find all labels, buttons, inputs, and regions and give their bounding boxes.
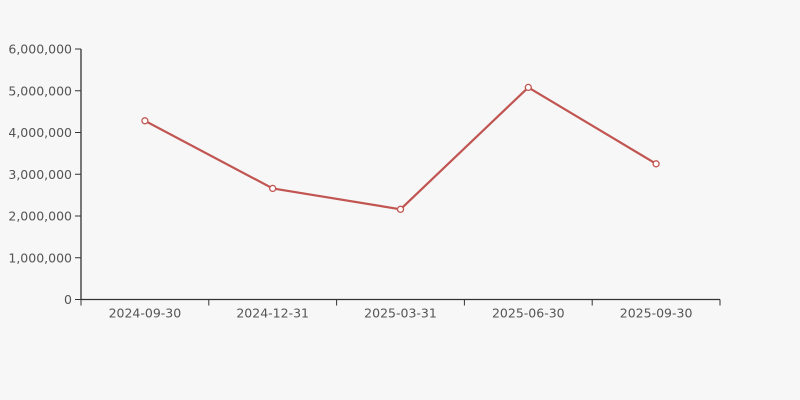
y-axis-tick-label: 5,000,000 (8, 83, 72, 98)
data-point-marker (141, 117, 149, 125)
y-axis-tick-label: 0 (64, 292, 72, 307)
data-point-marker (652, 160, 660, 168)
x-axis-tick-label: 2025-06-30 (492, 306, 565, 321)
data-point-marker (396, 205, 405, 213)
y-axis-tick-label: 6,000,000 (8, 42, 72, 57)
y-axis-tick-label: 1,000,000 (8, 250, 72, 265)
series-line (143, 86, 658, 211)
y-axis-tick-label: 4,000,000 (8, 125, 72, 140)
x-axis-tick-label: 2025-03-31 (364, 306, 437, 321)
data-point-marker (524, 83, 532, 92)
x-axis-tick-label: 2024-12-31 (236, 306, 309, 321)
y-axis-tick-label: 2,000,000 (8, 209, 72, 224)
x-axis-tick-label: 2025-09-30 (620, 306, 693, 321)
data-point-marker (269, 184, 277, 193)
y-axis-tick-label: 3,000,000 (8, 167, 72, 182)
x-axis-tick-label: 2024-09-30 (109, 306, 182, 321)
